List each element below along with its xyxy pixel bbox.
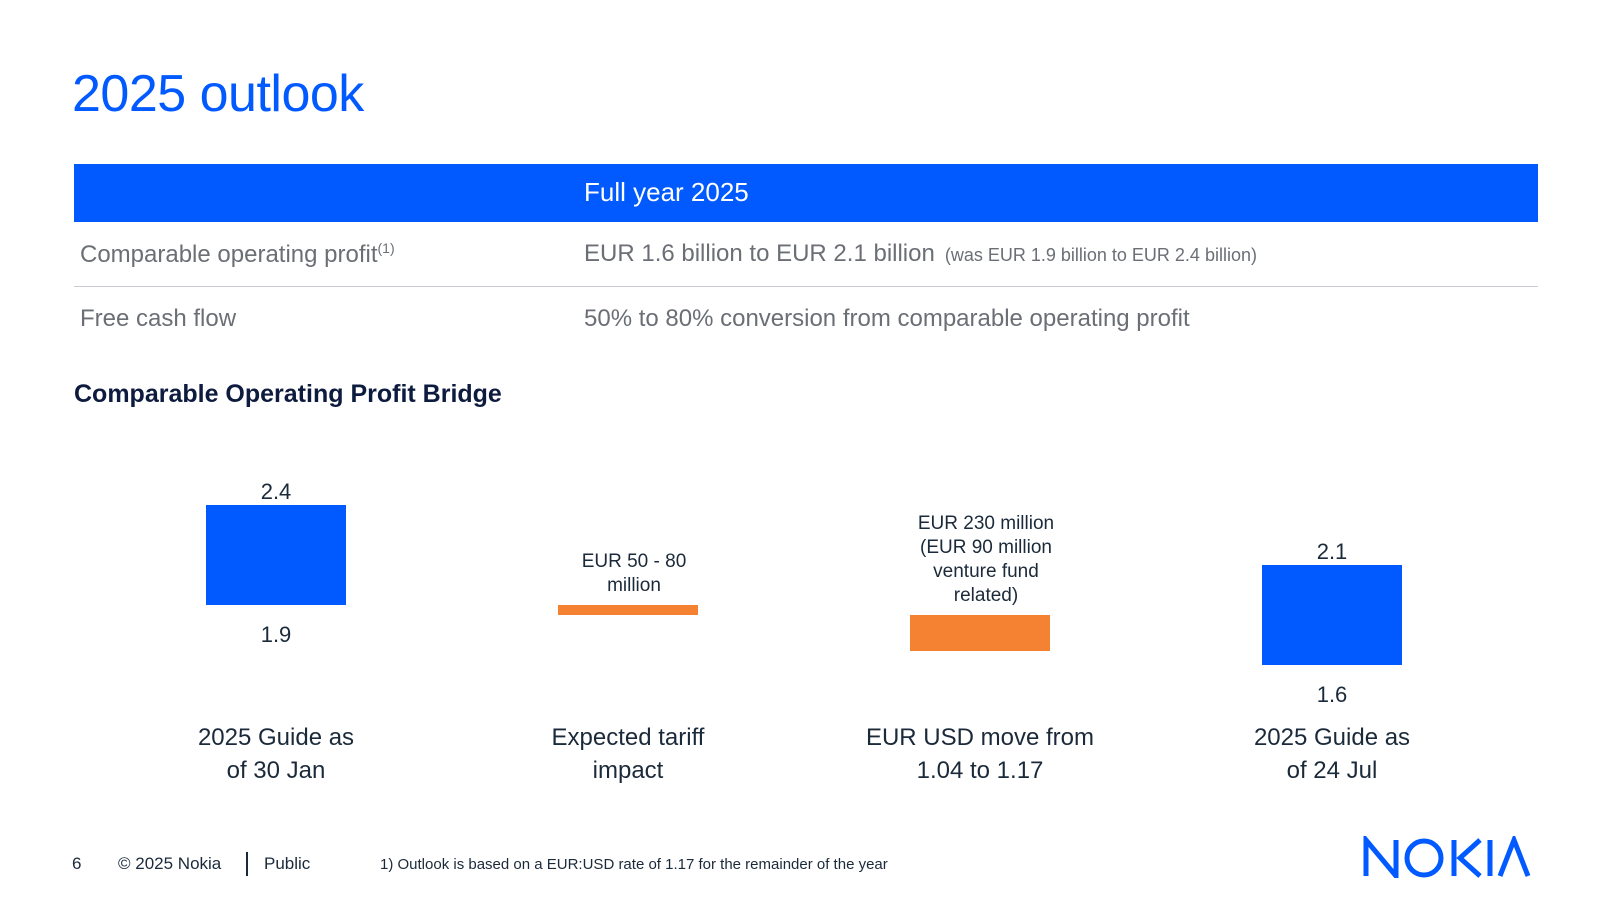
page-number: 6 [72, 854, 82, 873]
classification-label: Public [264, 854, 311, 873]
bar-high-label: 2.1 [1317, 539, 1348, 564]
table-row: Comparable operating profit(1) EUR 1.6 b… [74, 222, 1538, 287]
row-value-free-cash-flow: 50% to 80% conversion from comparable op… [584, 305, 1190, 332]
bar-1 [206, 505, 346, 605]
row-value-text: EUR 1.6 billion to EUR 2.1 billion [584, 240, 935, 267]
footer-divider [246, 852, 248, 876]
bar-high-label: 2.4 [261, 479, 292, 504]
bar-3 [910, 615, 1050, 651]
copyright: © 2025 Nokia [118, 854, 222, 873]
bar-value-label: EUR 230 million [918, 513, 1054, 534]
row-label-text: Comparable operating profit [80, 241, 378, 268]
bar-value-label: EUR 50 - 80 [582, 551, 687, 572]
row-value-note: (was EUR 1.9 billion to EUR 2.4 billion) [944, 245, 1257, 265]
page-title: 2025 outlook [72, 65, 364, 123]
row-value-operating-profit: EUR 1.6 billion to EUR 2.1 billion (was E… [584, 240, 1257, 268]
category-label: EUR USD move from [866, 724, 1094, 751]
table-row: Free cash flow 50% to 80% conversion fro… [74, 287, 1538, 351]
bar-low-label: 1.6 [1317, 682, 1348, 707]
table-header-label: Full year 2025 [584, 177, 749, 207]
category-label: 2025 Guide as [198, 724, 354, 751]
row-label-free-cash-flow: Free cash flow [80, 305, 237, 332]
outlook-table: Full year 2025 Comparable operating prof… [74, 164, 1538, 351]
bar-low-label: 1.9 [261, 622, 292, 647]
footnote: 1) Outlook is based on a EUR:USD rate of… [380, 856, 888, 873]
bar-2 [558, 605, 698, 615]
row-label-operating-profit: Comparable operating profit(1) [80, 240, 395, 269]
bar-value-label: (EUR 90 million [920, 537, 1052, 558]
category-label: 1.04 to 1.17 [917, 757, 1044, 784]
bar-4 [1262, 565, 1402, 665]
category-label: Expected tariff [552, 724, 705, 751]
category-label: of 30 Jan [227, 757, 326, 784]
category-label: impact [593, 757, 664, 784]
bar-value-label: million [607, 575, 661, 596]
bar-value-label: venture fund [933, 561, 1039, 582]
nokia-logo-icon [1363, 836, 1531, 878]
category-label: 2025 Guide as [1254, 724, 1410, 751]
footnote-marker: (1) [377, 240, 395, 256]
table-header: Full year 2025 [74, 164, 1538, 222]
section-title: Comparable Operating Profit Bridge [74, 380, 502, 408]
bar-value-label: related) [954, 585, 1018, 606]
category-label: of 24 Jul [1287, 757, 1378, 784]
